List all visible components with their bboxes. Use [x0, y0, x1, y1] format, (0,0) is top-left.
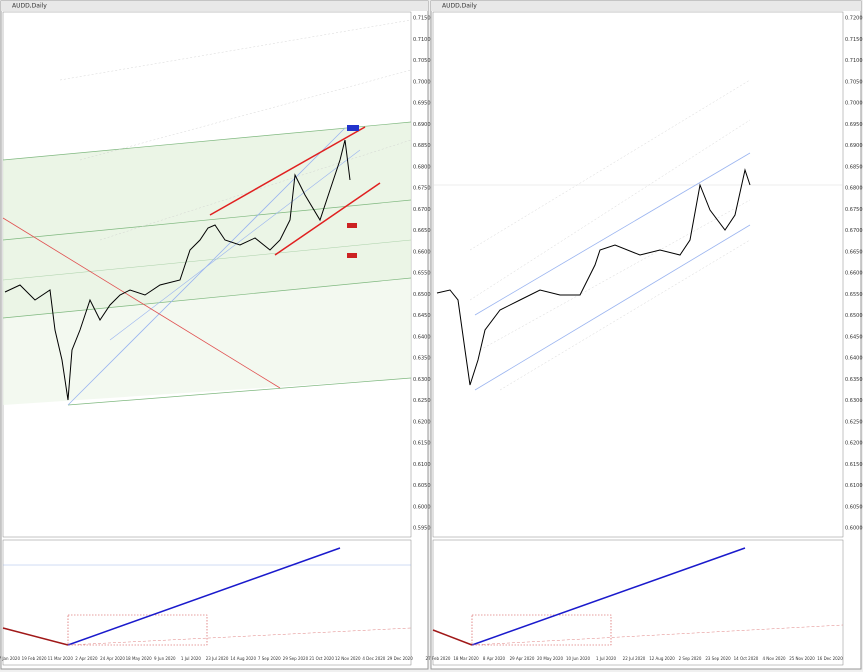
date-label: 9 Jun 2020 [154, 656, 176, 661]
date-label: 10 Jun 2020 [566, 656, 591, 661]
price-label: 0.6100 [413, 462, 431, 468]
date-label: 1 Jul 2020 [181, 656, 202, 661]
price-label: 0.6650 [845, 249, 863, 255]
date-label: 21 Oct 2020 [309, 656, 334, 661]
price-axis: 0.7200 0.7150 0.7100 0.7050 0.7000 0.6950 0.69… [845, 16, 863, 532]
price-label: 0.6150 [413, 441, 431, 447]
price-label: 0.6900 [845, 143, 863, 149]
price-label: 0.6300 [845, 398, 863, 404]
date-label: 27 Jan 2020 [0, 656, 20, 661]
date-label: 18 Mar 2020 [453, 656, 479, 661]
price-label: 0.6500 [413, 292, 431, 298]
date-label: 14 Oct 2020 [734, 656, 759, 661]
date-label: 24 Apr 2020 [100, 656, 125, 661]
price-label: 0.6400 [845, 356, 863, 362]
date-label: 22 Jul 2020 [623, 656, 646, 661]
price-axis: 0.7150 0.7100 0.7050 0.7000 0.6950 0.6900 0.68… [413, 16, 431, 532]
price-label: 0.6350 [413, 356, 431, 362]
date-label: 27 Feb 2020 [426, 656, 451, 661]
price-label: 0.6850 [413, 143, 431, 149]
price-label: 0.6200 [413, 419, 431, 425]
price-label: 0.6600 [413, 249, 431, 255]
price-label: 0.7150 [845, 37, 863, 43]
price-label: 0.6200 [845, 441, 863, 447]
date-label: 18 May 2020 [126, 656, 153, 661]
price-label: 0.6650 [413, 228, 431, 234]
date-label: 2 Apr 2020 [75, 656, 98, 661]
date-label: 29 Dec 2020 [387, 656, 413, 661]
date-label: 16 Dec 2020 [817, 656, 843, 661]
price-label: 0.6800 [413, 164, 431, 170]
price-label: 0.6150 [845, 462, 863, 468]
price-label: 0.6750 [413, 186, 431, 192]
price-label: 0.6050 [413, 483, 431, 489]
price-label: 0.6400 [413, 334, 431, 340]
price-label: 0.6500 [845, 313, 863, 319]
date-label: 29 Apr 2020 [510, 656, 535, 661]
price-label: 0.6100 [845, 483, 863, 489]
price-label: 0.6300 [413, 377, 431, 383]
price-label: 0.6250 [413, 398, 431, 404]
price-label: 0.6750 [845, 207, 863, 213]
date-label: 14 Aug 2020 [230, 656, 256, 661]
price-label: 0.7050 [413, 58, 431, 64]
date-label: 20 May 2020 [537, 656, 564, 661]
date-label: 25 Nov 2020 [789, 656, 815, 661]
date-label: 23 Sep 2020 [705, 656, 731, 661]
price-label: 0.6450 [845, 334, 863, 340]
date-label: 8 Apr 2020 [483, 656, 506, 661]
price-label: 0.6950 [413, 101, 431, 107]
price-label: 0.6700 [413, 207, 431, 213]
price-label: 0.6350 [845, 377, 863, 383]
price-label: 0.7000 [413, 79, 431, 85]
date-label: 1 Jul 2020 [596, 656, 617, 661]
price-label: 0.7150 [413, 16, 431, 22]
price-label: 0.6450 [413, 313, 431, 319]
right-window: AUDD,Daily 0.7200 0.7150 0.7100 0.7050 0.700… [426, 0, 863, 670]
price-label: 0.6600 [845, 271, 863, 277]
price-label: 0.5950 [413, 526, 431, 532]
date-label: 29 Sep 2020 [283, 656, 309, 661]
date-axis: 27 Feb 2020 18 Mar 2020 8 Apr 2020 29 Apr 2… [426, 656, 844, 661]
price-label: 0.6800 [845, 186, 863, 192]
date-label: 4 Nov 2020 [762, 656, 786, 661]
window-title: AUDD,Daily [442, 3, 477, 10]
price-label: 0.6250 [845, 419, 863, 425]
price-label: 0.7100 [845, 58, 863, 64]
date-label: 12 Nov 2020 [335, 656, 361, 661]
price-label: 0.7050 [845, 79, 863, 85]
window-title: AUDD,Daily [12, 3, 47, 10]
price-label: 0.7000 [845, 101, 863, 107]
price-label: 0.6000 [845, 526, 863, 532]
price-label: 0.6000 [413, 504, 431, 510]
price-label: 0.6550 [845, 292, 863, 298]
date-label: 19 Feb 2020 [22, 656, 47, 661]
price-label: 0.6850 [845, 164, 863, 170]
price-label: 0.6900 [413, 122, 431, 128]
date-label: 7 Sep 2020 [258, 656, 281, 661]
price-label: 0.7200 [845, 16, 863, 22]
price-label: 0.6700 [845, 228, 863, 234]
date-label: 2 Sep 2020 [679, 656, 702, 661]
price-label: 0.6050 [845, 504, 863, 510]
date-label: 11 Mar 2020 [48, 656, 74, 661]
price-label: 0.7100 [413, 37, 431, 43]
date-label: 23 Jul 2020 [206, 656, 229, 661]
price-label: 0.6550 [413, 271, 431, 277]
price-label: 0.6950 [845, 122, 863, 128]
left-window: AUDD,Daily 0.7150 0.7100 0.7050 0.7000 0.695… [0, 0, 431, 670]
date-label: 12 Aug 2020 [649, 656, 675, 661]
date-label: 4 Dec 2020 [362, 656, 385, 661]
